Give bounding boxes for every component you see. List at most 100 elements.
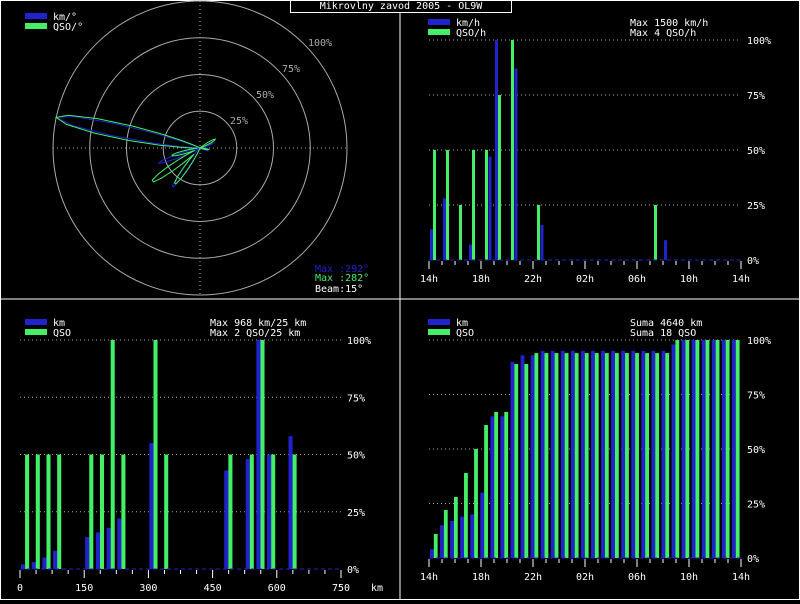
rate-xtick-0: 14h xyxy=(420,274,438,285)
rate-xtick-1: 18h xyxy=(472,274,490,285)
polar-max-km-label: Max :292° xyxy=(315,264,369,275)
distance-bar-qso-6 xyxy=(89,454,94,569)
distance-xtick-4: 600 xyxy=(268,583,286,594)
cumulative-bar-qso-9 xyxy=(524,363,529,558)
cumulative-bar-km-9 xyxy=(520,355,525,558)
distance-bar-km-23 xyxy=(267,454,272,569)
cumulative-bar-km-11 xyxy=(540,350,545,558)
polar-ring-label-4: 100% xyxy=(308,38,332,49)
cumulative-bar-qso-11 xyxy=(544,353,549,558)
rate-bar-km-2 xyxy=(443,198,446,260)
distance-bar-qso-23 xyxy=(271,454,276,569)
cumulative-xtick-6: 14h xyxy=(732,572,750,583)
cumulative-bar-km-18 xyxy=(611,350,615,558)
distance-bar-km-2 xyxy=(42,557,47,569)
rate-legend-qso-label: QSO/h xyxy=(456,28,486,39)
cumulative-xtick-4: 06h xyxy=(628,572,646,583)
distance-bar-km-0 xyxy=(21,564,26,569)
cumulative-bar-qso-3 xyxy=(464,472,468,558)
polar-legend-km-swatch xyxy=(25,13,47,19)
cumulative-bar-qso-25 xyxy=(685,340,690,558)
distance-bar-qso-2 xyxy=(46,454,51,569)
cumulative-bar-qso-1 xyxy=(443,510,448,558)
distance-info-line-2: Max 2 QSO/25 km xyxy=(210,328,300,339)
cumulative-bar-qso-26 xyxy=(695,340,700,558)
distance-xtick-0: 0 xyxy=(17,583,23,594)
cumulative-xtick-1: 18h xyxy=(472,572,490,583)
rate-bar-km-6 xyxy=(469,244,472,260)
rate-xtick-3: 02h xyxy=(576,274,594,285)
rate-legend-km-swatch xyxy=(428,19,450,25)
distance-bar-qso-8 xyxy=(110,340,115,569)
cumulative-bar-km-0 xyxy=(430,549,434,558)
cumulative-legend-km-swatch xyxy=(428,319,450,325)
distance-bar-qso-21 xyxy=(249,454,254,569)
cumulative-bar-qso-23 xyxy=(665,353,670,558)
distance-bar-km-3 xyxy=(53,550,58,569)
cumulative-bar-km-16 xyxy=(591,350,595,558)
polar-legend-qso-label: QSO/° xyxy=(53,22,83,33)
rate-ytick-4: 100% xyxy=(747,36,771,47)
rate-info-line-2: Max 4 QSO/h xyxy=(630,28,696,39)
polar-ring-1 xyxy=(162,110,238,186)
distance-bar-qso-12 xyxy=(153,340,158,569)
cumulative-bar-qso-15 xyxy=(584,353,589,558)
cumulative-bar-km-21 xyxy=(641,350,646,558)
cumulative-bar-qso-18 xyxy=(614,353,619,558)
distance-legend-km-swatch xyxy=(25,319,47,325)
distance-bar-km-6 xyxy=(85,536,90,569)
cumulative-bar-km-27 xyxy=(701,340,706,558)
cumulative-bar-qso-28 xyxy=(715,340,720,558)
cumulative-bar-qso-2 xyxy=(453,496,458,558)
cumulative-bar-qso-8 xyxy=(514,363,519,558)
distance-xtick-1: 150 xyxy=(75,583,93,594)
rate-legend-qso-swatch xyxy=(428,29,450,35)
rate-xtick-4: 06h xyxy=(628,274,646,285)
distance-bar-km-21 xyxy=(245,459,250,569)
cumulative-bar-km-8 xyxy=(510,361,515,558)
distance-bar-km-9 xyxy=(117,518,122,569)
rate-xtick-2: 22h xyxy=(524,274,542,285)
distance-bar-km-25 xyxy=(288,436,293,569)
rate-bar-km-0 xyxy=(430,229,433,260)
cumulative-bar-qso-30 xyxy=(735,340,740,558)
cumulative-ytick-4: 100% xyxy=(747,336,771,347)
cumulative-bar-qso-27 xyxy=(705,340,710,558)
distance-bar-qso-3 xyxy=(57,454,62,569)
window-title: Mikrovlny zavod 2005 - OL9W xyxy=(290,0,512,13)
cumulative-bar-qso-24 xyxy=(675,340,680,558)
rate-legend-km-label: km/h xyxy=(456,18,480,29)
cumulative-bar-qso-4 xyxy=(474,449,478,558)
cumulative-xtick-3: 02h xyxy=(576,572,594,583)
cumulative-legend-qso-swatch xyxy=(428,329,450,335)
cumulative-bar-km-23 xyxy=(661,350,666,558)
distance-info-line-1: Max 968 km/25 km xyxy=(210,318,306,329)
distance-bar-qso-19 xyxy=(228,454,233,569)
cumulative-legend-qso-label: QSO xyxy=(456,328,474,339)
distance-xtick-2: 300 xyxy=(139,583,157,594)
cumulative-bar-qso-5 xyxy=(484,425,488,558)
cumulative-info-line-2: Suma 18 QSO xyxy=(630,328,696,339)
cumulative-xtick-0: 14h xyxy=(420,572,438,583)
cumulative-bar-km-2 xyxy=(450,520,454,558)
distance-bar-km-8 xyxy=(106,527,111,569)
distance-bar-km-19 xyxy=(224,470,229,569)
cumulative-bar-km-30 xyxy=(731,340,736,558)
cumulative-bar-km-22 xyxy=(651,350,656,558)
cumulative-bar-qso-12 xyxy=(554,353,559,558)
cumulative-bar-km-1 xyxy=(440,525,444,558)
distance-legend-qso-swatch xyxy=(25,329,47,335)
rate-ytick-1: 25% xyxy=(747,201,765,212)
cumulative-bar-km-29 xyxy=(721,340,726,558)
rate-bar-km-9 xyxy=(488,156,492,260)
cumulative-bar-km-25 xyxy=(681,340,686,558)
cumulative-bar-qso-20 xyxy=(635,353,639,558)
cumulative-bar-qso-10 xyxy=(534,353,539,558)
distance-ytick-1: 25% xyxy=(347,508,365,519)
polar-legend-km-label: km/° xyxy=(53,12,77,23)
cumulative-bar-km-5 xyxy=(480,492,485,558)
cumulative-bar-qso-14 xyxy=(574,353,579,558)
rate-xtick-5: 10h xyxy=(680,274,698,285)
rate-bar-km-17 xyxy=(540,224,544,260)
